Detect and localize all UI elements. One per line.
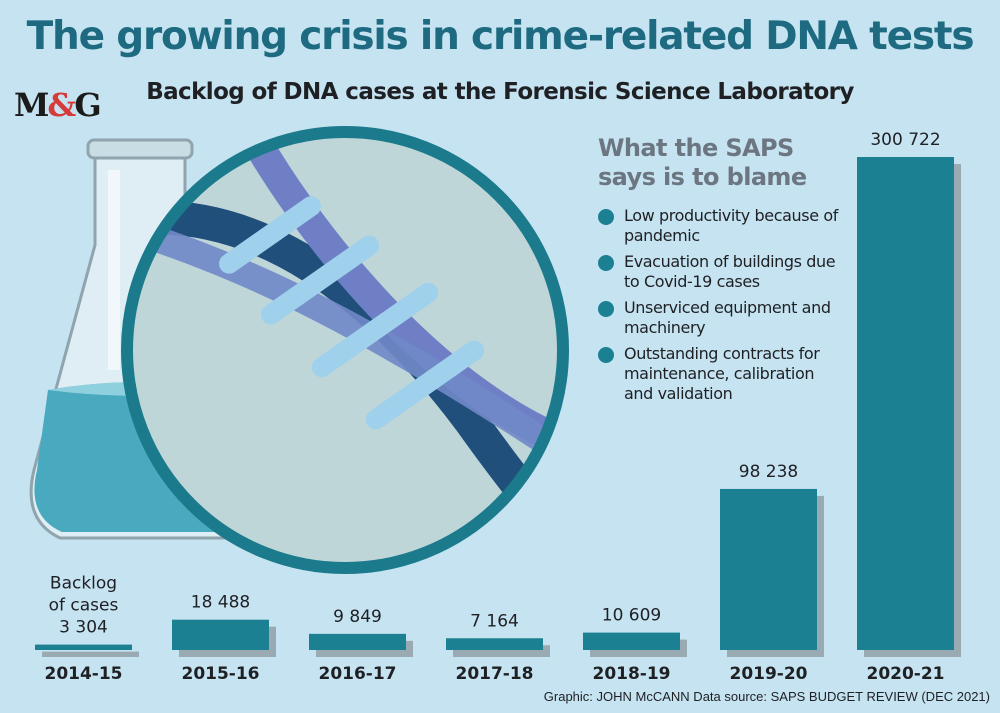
x-tick-label: 2016-17 [318,664,396,684]
chart-title: The growing crisis in crime-related DNA … [26,14,975,59]
bar [720,488,817,650]
bar [35,644,132,650]
blame-item-text: Outstanding contracts for maintenance, c… [624,344,820,403]
logo-g: G [74,86,101,124]
data-label: 300 722 [870,130,940,150]
x-tick-label: 2019-20 [729,664,807,684]
x-tick-label: 2014-15 [44,664,122,684]
blame-item-text: Low productivity because of pandemic [624,206,838,245]
data-label: 98 238 [739,462,798,482]
blame-item-text: Unserviced equipment and machinery [624,298,831,337]
chart-subtitle: Backlog of DNA cases at the Forensic Sci… [146,79,854,105]
bar-shadow [42,651,139,657]
logo-m: M [14,86,49,124]
blame-item: Low productivity because of pandemic [598,206,843,246]
x-tick-label: 2015-16 [181,664,259,684]
data-label: 9 849 [333,607,382,627]
bar [446,638,543,650]
dna-magnifier-icon [121,126,569,574]
data-label-prefix: Backlog [50,574,117,594]
x-tick-label: 2020-21 [866,664,944,684]
blame-list: Low productivity because of pandemic Eva… [598,206,843,410]
bullet-dot-icon [598,301,614,317]
bar [857,157,954,650]
blame-item: Evacuation of buildings due to Covid-19 … [598,252,843,292]
x-tick-label: 2018-19 [592,664,670,684]
data-label: 10 609 [602,606,661,626]
bar [583,632,680,650]
logo-ampersand: & [47,86,76,124]
data-label: 18 488 [191,593,250,613]
bullet-dot-icon [598,209,614,225]
bar [172,619,269,650]
bar-shadow [453,645,550,657]
bar [309,633,406,650]
data-label-prefix: of cases [49,596,119,616]
credit-line: Graphic: JOHN McCANN Data source: SAPS B… [543,689,990,704]
bullet-dot-icon [598,255,614,271]
data-label: 7 164 [470,611,519,631]
blame-heading: What the SAPS says is to blame [598,134,807,191]
blame-item: Outstanding contracts for maintenance, c… [598,344,843,404]
mg-logo: M&G [14,86,102,124]
bullet-dot-icon [598,347,614,363]
blame-item-text: Evacuation of buildings due to Covid-19 … [624,252,836,291]
data-label: 3 304 [59,618,108,638]
x-tick-label: 2017-18 [455,664,533,684]
blame-item: Unserviced equipment and machinery [598,298,843,338]
